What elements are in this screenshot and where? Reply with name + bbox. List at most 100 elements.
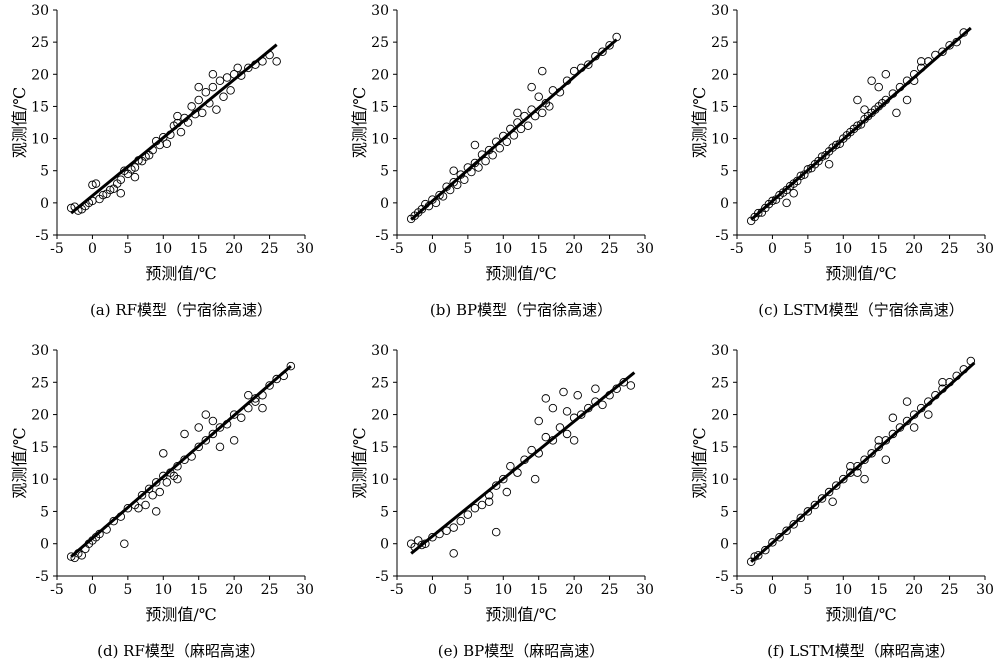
chart-2-point-16 (803, 165, 813, 174)
chart-4-y-tick-label: -5 (375, 569, 389, 585)
chart-5-point-20 (874, 442, 883, 452)
chart-1-point-47 (598, 47, 607, 57)
chart-3-point-34 (229, 410, 239, 419)
chart-0-y-tick-label: 15 (31, 99, 49, 115)
chart-3-point-42 (286, 361, 296, 371)
chart-2-y-tick-label: 20 (711, 67, 729, 83)
chart-0-y-axis-title: 观测值/℃ (10, 87, 29, 158)
chart-5-point-3 (761, 545, 770, 555)
chart-4-point-18 (499, 474, 508, 484)
chart-2-y-tick-label: 10 (711, 132, 729, 148)
chart-4-point-30 (562, 429, 572, 439)
chart-0-panel: -5-5 0 0 5 5 10 10 15 15 20 20 25 25 30 30 预测值/℃ 观测值/℃ (a… (10, 3, 314, 319)
chart-4-point-11 (463, 510, 473, 519)
chart-3-point-35 (236, 413, 246, 423)
chart-4-point-19 (502, 487, 512, 497)
chart-3-point-53 (151, 507, 161, 516)
chart-1-y-tick-label: 10 (371, 132, 389, 148)
chart-1-point-39 (545, 102, 554, 111)
chart-3-point-18 (144, 484, 154, 494)
chart-2-point-55 (867, 76, 876, 85)
chart-3-fit-line (70, 365, 292, 558)
chart-2-x-axis-title: 预测值/℃ (825, 264, 896, 283)
chart-5-point-41 (881, 455, 891, 465)
chart-5-point-40 (938, 378, 947, 387)
chart-0-x-axis-title: 预测值/℃ (145, 264, 216, 283)
chart-2-y-tick-label: -5 (715, 228, 729, 244)
chart-0-point-59 (208, 70, 218, 79)
chart-3-y-tick-label: 15 (31, 440, 49, 456)
chart-5-point-15 (839, 474, 848, 484)
chart-1-point-53 (513, 108, 522, 118)
chart-5-point-19 (867, 449, 876, 458)
chart-3-point-44 (215, 442, 225, 452)
chart-2-point-14 (796, 171, 806, 181)
chart-3-x-tick-label: 0 (88, 582, 97, 598)
chart-3-point-51 (208, 416, 218, 426)
chart-3-y-tick-label: 5 (40, 504, 49, 520)
chart-5-point-38 (909, 423, 919, 432)
chart-3-x-tick-label: 10 (154, 582, 172, 598)
chart-3-point-20 (151, 478, 161, 487)
chart-3-point-12 (120, 539, 129, 548)
chart-4-x-tick-label: 5 (463, 582, 472, 598)
chart-1-y-tick-label: -5 (375, 228, 389, 244)
chart-1-y-tick-label: 0 (380, 196, 389, 212)
chart-0-point-45 (222, 73, 232, 82)
chart-3-y-tick-label: 0 (40, 537, 49, 553)
chart-5-fit-line (750, 361, 976, 563)
chart-2-point-56 (881, 70, 891, 79)
chart-0-point-42 (212, 105, 221, 114)
chart-1-x-tick-label: 25 (601, 241, 619, 257)
chart-2-x-tick-label: 20 (905, 241, 923, 257)
chart-1-point-36 (534, 92, 543, 102)
chart-3-caption: (d) RF模型（麻昭高速） (97, 642, 265, 660)
chart-3-point-17 (141, 500, 150, 510)
chart-2-point-50 (782, 198, 791, 208)
chart-1-fit-line (410, 38, 618, 221)
chart-3-y-tick-label: 10 (31, 472, 49, 488)
chart-1-caption: (b) BP模型（宁宿徐高速） (430, 301, 612, 319)
chart-4-point-17 (491, 481, 501, 490)
chart-5-point-6 (782, 526, 791, 536)
chart-1-point-21 (481, 156, 490, 166)
chart-3-x-tick-label: 30 (296, 582, 314, 598)
chart-3-point-40 (272, 374, 281, 384)
chart-1-point-27 (502, 137, 512, 147)
chart-5-point-11 (817, 494, 827, 503)
chart-3-point-39 (265, 381, 274, 390)
chart-4-point-36 (598, 400, 607, 410)
chart-1-point-52 (449, 166, 458, 175)
chart-1-panel: -5-5 0 0 5 5 10 10 15 15 20 20 25 25 30 30 预测值/℃ 观测值/℃ (b… (350, 3, 654, 319)
chart-5-point-9 (803, 507, 813, 516)
chart-2-x-tick-label: 0 (768, 241, 777, 257)
chart-5-y-tick-label: 25 (711, 375, 729, 391)
chart-5-x-tick-label: 25 (941, 582, 959, 598)
chart-4-point-39 (619, 378, 628, 387)
chart-0-x-tick-label: 30 (296, 241, 314, 257)
chart-4-point-42 (548, 403, 558, 413)
chart-2-caption: (c) LSTM模型（宁宿徐高速） (758, 301, 963, 319)
chart-0-point-56 (130, 172, 140, 182)
chart-0-point-43 (215, 76, 225, 85)
chart-1-x-tick-label: 15 (530, 241, 548, 257)
chart-2-y-axis-title: 观测值/℃ (690, 87, 709, 158)
chart-2-point-52 (853, 95, 862, 105)
chart-5-y-tick-label: 20 (711, 408, 729, 424)
chart-5-point-37 (902, 397, 912, 406)
chart-2-x-tick-label: -5 (730, 241, 744, 257)
chart-0-point-48 (233, 63, 242, 73)
chart-4-y-tick-label: 15 (371, 440, 389, 456)
chart-5-point-12 (824, 487, 834, 497)
chart-4-caption: (e) BP模型（麻昭高速） (438, 642, 604, 660)
chart-0-point-54 (272, 57, 281, 66)
chart-4-x-tick-label: -5 (390, 582, 404, 598)
chart-1-point-50 (538, 66, 547, 76)
chart-2-point-54 (902, 95, 912, 105)
chart-4-point-44 (569, 436, 579, 445)
chart-3-x-tick-label: 25 (261, 582, 279, 598)
chart-0-y-tick-label: -5 (35, 228, 49, 244)
chart-1-y-tick-label: 15 (371, 99, 389, 115)
chart-5-point-43 (846, 461, 855, 471)
